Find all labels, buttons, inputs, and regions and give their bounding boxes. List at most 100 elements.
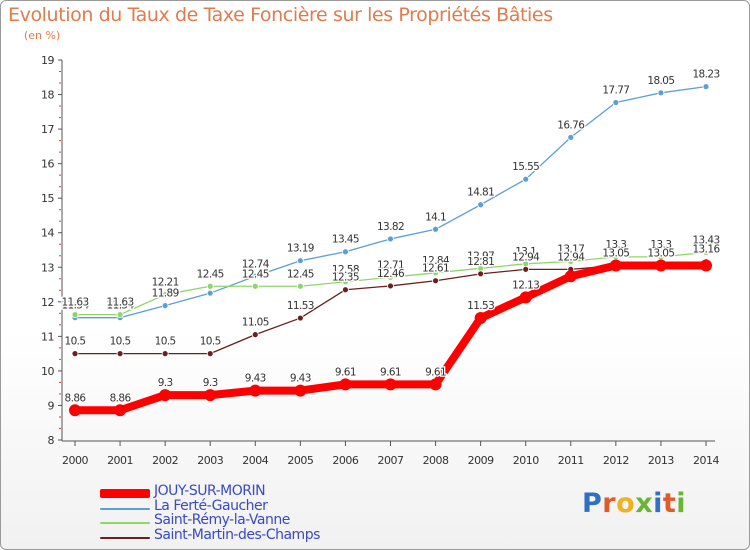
- data-point: [206, 350, 214, 358]
- data-label: 9.61: [380, 366, 401, 378]
- data-point: [296, 282, 304, 290]
- y-tick-label: 10: [41, 365, 54, 378]
- data-label: 9.61: [335, 366, 356, 378]
- data-point: [204, 389, 217, 402]
- data-point: [654, 259, 667, 272]
- data-label: 16.76: [557, 119, 585, 131]
- data-point: [251, 331, 259, 339]
- x-tick-label: 2008: [423, 454, 449, 467]
- x-tick-label: 2013: [648, 454, 674, 467]
- data-point: [114, 404, 127, 417]
- data-point: [159, 389, 172, 402]
- data-label: 12.46: [377, 268, 405, 280]
- data-label: 13.05: [602, 248, 629, 260]
- y-tick-label: 17: [41, 123, 54, 136]
- y-tick-label: 13: [41, 261, 54, 274]
- data-label: 12.45: [287, 268, 314, 280]
- data-point: [567, 133, 575, 141]
- data-label: 18.23: [692, 69, 719, 81]
- legend-swatch: [100, 489, 150, 498]
- data-point: [251, 282, 259, 290]
- data-label: 10.5: [200, 336, 221, 348]
- data-point: [477, 201, 485, 209]
- y-tick-label: 14: [41, 227, 54, 240]
- data-label: 15.55: [512, 161, 539, 173]
- y-tick-label: 12: [41, 296, 54, 309]
- data-label: 18.05: [647, 75, 674, 87]
- logo-letter: x: [635, 488, 654, 519]
- data-label: 11.54: [61, 300, 89, 312]
- data-point: [384, 378, 397, 391]
- data-point: [296, 314, 304, 322]
- data-label: 13.19: [287, 243, 314, 255]
- data-label: 11.05: [242, 317, 269, 329]
- x-tick-label: 2002: [152, 454, 178, 467]
- y-tick-label: 19: [41, 54, 54, 67]
- data-point: [432, 269, 439, 277]
- data-label: 13.1: [515, 246, 536, 258]
- data-label: 17.77: [602, 84, 629, 96]
- data-label: 12.94: [557, 251, 585, 263]
- data-point: [161, 302, 169, 310]
- data-label: 13.05: [647, 248, 674, 260]
- x-tick-label: 2014: [693, 454, 719, 467]
- x-tick-label: 2010: [513, 454, 539, 467]
- data-point: [567, 257, 575, 265]
- data-label: 10.5: [155, 336, 176, 348]
- data-label: 12.45: [197, 268, 224, 280]
- data-label: 13.3: [605, 239, 626, 251]
- data-label: 11.54: [107, 300, 135, 312]
- x-tick-label: 2003: [197, 454, 223, 467]
- x-tick-label: 2004: [242, 454, 268, 467]
- y-tick-label: 8: [48, 434, 55, 447]
- legend-label: JOUY-SUR-MORIN: [154, 483, 266, 499]
- legend-label: La Ferté-Gaucher: [154, 497, 268, 514]
- data-label: 12.94: [512, 251, 540, 263]
- data-point: [522, 175, 530, 183]
- data-point: [342, 286, 349, 294]
- data-point: [69, 404, 81, 417]
- data-point: [612, 99, 620, 106]
- data-label: 12.35: [332, 272, 359, 284]
- data-point: [432, 277, 439, 285]
- data-point: [702, 249, 710, 256]
- y-tick-label: 15: [41, 192, 54, 205]
- data-label: 9.3: [203, 377, 218, 389]
- data-point: [296, 257, 304, 265]
- data-label: 9.3: [158, 377, 173, 389]
- data-point: [116, 311, 124, 319]
- data-label: 14.1: [425, 211, 446, 223]
- x-tick-label: 2012: [603, 454, 629, 467]
- data-label: 8.86: [110, 392, 132, 404]
- data-label: 13.45: [332, 234, 359, 246]
- logo-letter: P: [582, 488, 603, 519]
- data-point: [700, 259, 712, 272]
- data-point: [161, 350, 169, 358]
- data-point: [71, 350, 79, 358]
- data-point: [71, 311, 79, 319]
- data-point: [342, 278, 349, 286]
- data-label: 11.53: [287, 300, 314, 312]
- data-point: [609, 259, 622, 272]
- data-label: 13.3: [650, 239, 671, 251]
- x-tick-label: 2006: [332, 454, 358, 467]
- data-label: 9.43: [290, 373, 311, 385]
- data-point: [116, 350, 124, 358]
- data-point: [564, 270, 577, 283]
- data-label: 13.43: [692, 234, 719, 246]
- logo-letter: o: [616, 488, 636, 519]
- data-point: [206, 289, 214, 297]
- legend-label: Saint-Rémy-la-Vanne: [154, 512, 290, 528]
- x-tick-label: 2009: [468, 454, 494, 467]
- legend-swatch: [100, 507, 150, 510]
- data-label: 13.82: [377, 221, 404, 233]
- data-label: 10.5: [65, 336, 86, 348]
- data-label: 11.53: [467, 300, 494, 312]
- data-point: [477, 270, 485, 278]
- data-label: 11.63: [107, 297, 134, 309]
- legend-label: Saint-Martin-des-Champs: [154, 526, 320, 543]
- data-label: 12.45: [242, 268, 269, 280]
- data-label: 9.43: [245, 373, 266, 385]
- data-label: 14.81: [467, 187, 494, 199]
